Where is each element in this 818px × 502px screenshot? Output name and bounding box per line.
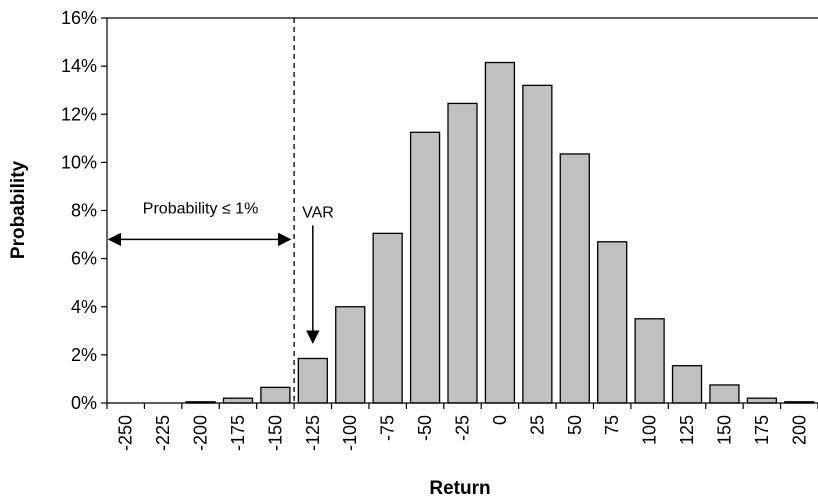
x-tick-label: 125: [677, 415, 697, 445]
bar--75: [372, 232, 403, 404]
bar--125: [297, 357, 328, 404]
axes-group: [101, 17, 818, 409]
x-tick-label: -25: [453, 415, 473, 441]
x-tick-label: 100: [640, 415, 660, 445]
bar-0: [484, 61, 516, 404]
bar-125: [671, 365, 703, 404]
x-tick-label: -250: [116, 415, 136, 451]
x-axis-title: Return: [429, 478, 490, 499]
x-tick-label: -225: [153, 415, 173, 451]
y-tick-label: 8%: [71, 201, 97, 221]
bars-group: [185, 61, 815, 404]
x-tick-label: -75: [378, 415, 398, 441]
y-tick-label: 16%: [61, 8, 97, 28]
x-tick-label: 25: [527, 415, 547, 435]
bar--100: [335, 306, 366, 404]
bar-150: [709, 384, 740, 404]
x-tick-label: -100: [340, 415, 360, 451]
x-tick-label: 0: [490, 415, 510, 425]
y-tick-label: 6%: [71, 249, 97, 269]
y-tick-labels: 0% 2% 4% 6% 8% 10% 12% 14% 16%: [61, 8, 97, 413]
x-tick-label: 175: [752, 415, 772, 445]
x-tick-label: 150: [714, 415, 734, 445]
x-tick-label: -175: [228, 415, 248, 451]
bar--50: [409, 131, 441, 404]
x-tick-label: 200: [789, 415, 809, 445]
bar-25: [522, 84, 553, 404]
x-tick-label: -50: [415, 415, 435, 441]
x-tick-label: -200: [191, 415, 211, 451]
x-tick-label: 75: [602, 415, 622, 435]
y-axis-title: Probability: [8, 160, 29, 259]
y-tick-label: 2%: [71, 345, 97, 365]
bar--25: [447, 102, 478, 404]
bar--175: [222, 397, 254, 404]
y-tick-label: 10%: [61, 152, 97, 172]
bar-100: [634, 318, 665, 404]
bar-175: [746, 397, 778, 404]
x-tick-label: -150: [265, 415, 285, 451]
y-tick-label: 14%: [61, 56, 97, 76]
probability-label: Probability ≤ 1%: [143, 200, 259, 217]
bar-50: [559, 153, 590, 404]
bar--150: [260, 386, 291, 404]
annotations: Probability ≤ 1% VAR: [107, 18, 334, 403]
x-tick-label: 50: [565, 415, 585, 435]
x-tick-labels: -250 -225 -200 -175 -150 -125 -100 -75 -50 -25 0 25…: [116, 415, 810, 451]
var-label: VAR: [302, 204, 334, 221]
y-tick-label: 4%: [71, 297, 97, 317]
x-tick-label: -125: [303, 415, 323, 451]
bar-75: [597, 241, 628, 404]
y-tick-label: 0%: [71, 393, 97, 413]
y-tick-label: 12%: [61, 104, 97, 124]
